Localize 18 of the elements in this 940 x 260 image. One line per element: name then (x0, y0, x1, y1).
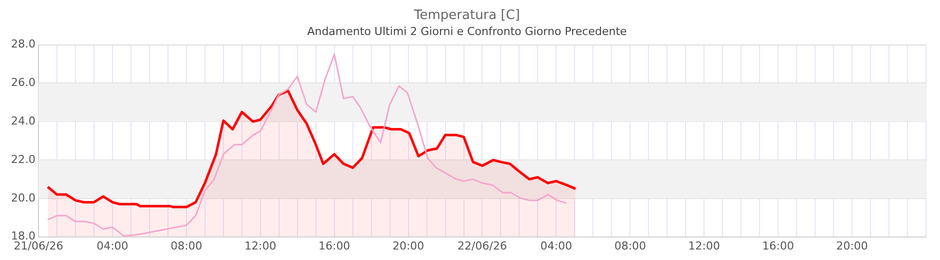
x-tick-label: 22/06/26 (458, 239, 507, 252)
y-tick-label: 22.0 (10, 152, 36, 166)
x-tick-label: 08:00 (170, 239, 202, 252)
y-tick-label: 24.0 (10, 114, 36, 128)
x-tick-label: 20:00 (836, 239, 868, 252)
x-tick-label: 16:00 (318, 239, 350, 252)
x-tick-label: 08:00 (614, 239, 646, 252)
chart-subtitle: Andamento Ultimi 2 Giorni e Confronto Giorno Precedente (307, 25, 628, 38)
y-tick-label: 20.0 (10, 191, 36, 204)
y-tick-label: 28.0 (10, 38, 36, 51)
x-tick-label: 12:00 (244, 239, 276, 252)
x-tick-label: 16:00 (762, 239, 794, 252)
x-tick-label: 20:00 (392, 239, 424, 252)
x-tick-label: 04:00 (96, 239, 128, 252)
x-tick-label: 04:00 (540, 239, 572, 252)
y-tick-label: 26.0 (10, 76, 36, 90)
x-tick-label: 12:00 (688, 239, 720, 252)
chart-title: Temperatura [C] (413, 8, 520, 24)
